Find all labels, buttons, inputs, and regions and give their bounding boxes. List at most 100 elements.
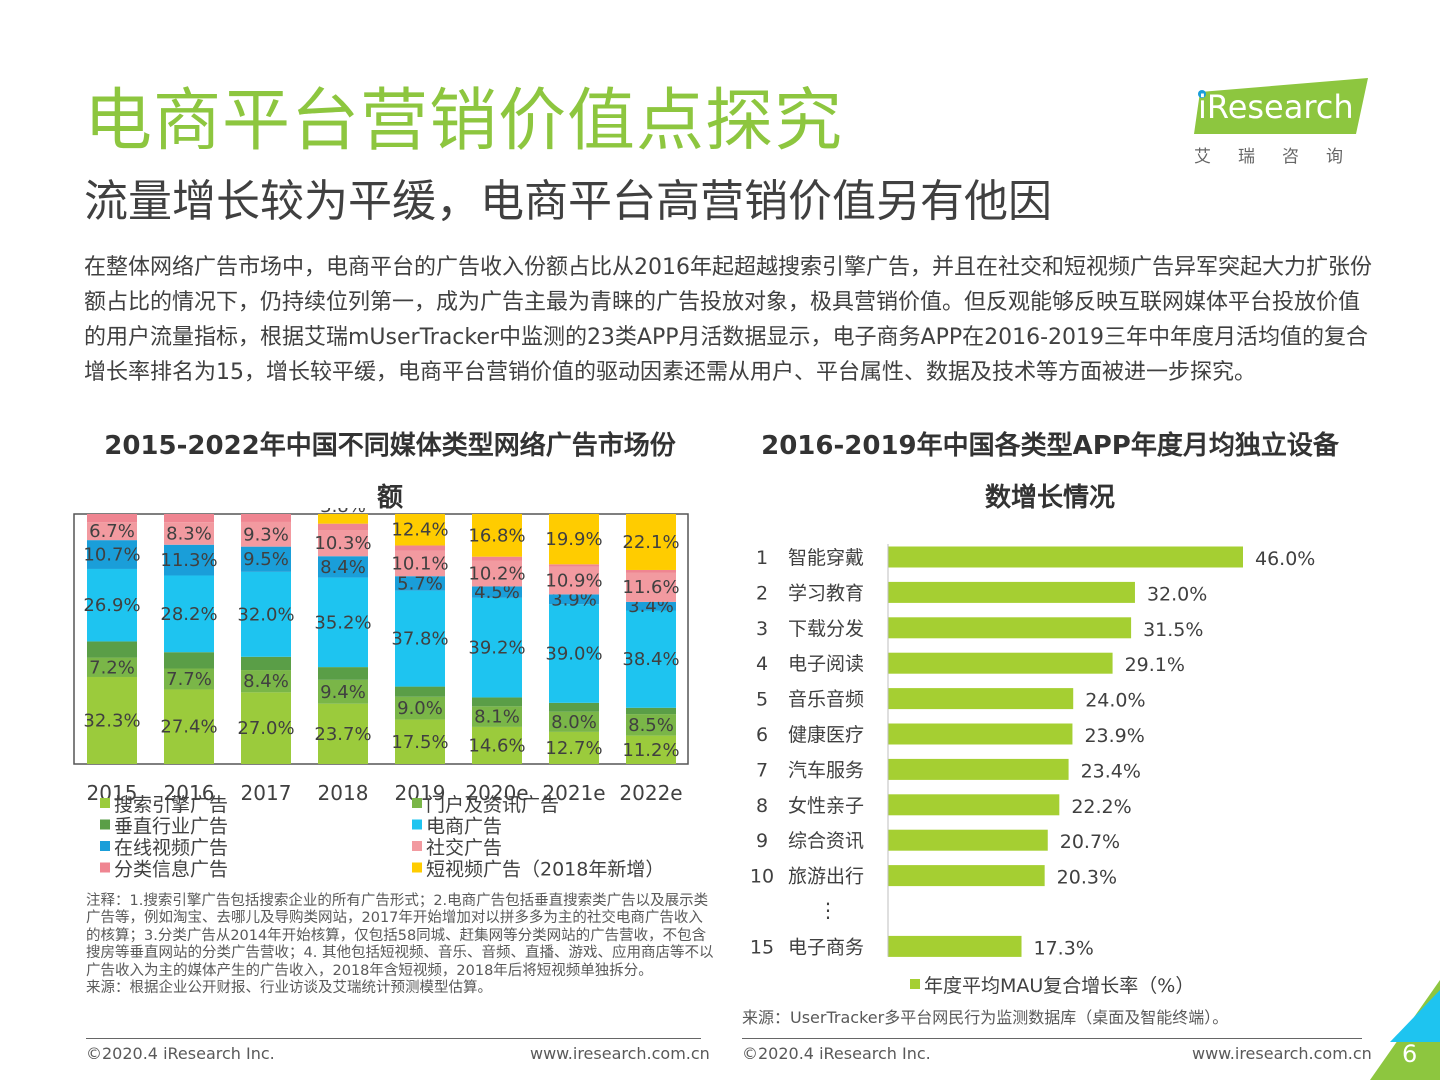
data-label: 11.3% [160,550,217,571]
bar-segment [395,590,445,687]
data-label: 10.9% [545,571,602,592]
data-label: 17.5% [391,732,448,753]
rank-label: 9 [756,830,768,852]
value-label: 17.3% [1034,937,1094,959]
bar-segment [472,706,522,727]
bar-segment [626,714,676,736]
rank-label: 5 [756,689,768,711]
mau-bar [888,617,1132,639]
value-label: 24.0% [1085,690,1145,712]
footer-copyright-left: ©2020.4 iResearch Inc. [86,1044,275,1063]
category-label: 音乐音频 [788,689,864,711]
bar-segment [626,572,676,602]
legend-label: 社交广告 [426,837,502,859]
bar-segment [395,696,445,720]
right-chart-title: 2016-2019年中国各类型APP年度月均独立设备数增长情况 [761,431,1339,513]
bar-segment [395,576,445,591]
value-label: 29.1% [1125,654,1185,676]
data-label: 6.7% [89,521,135,542]
data-label: 28.2% [160,604,217,625]
category-label: 健康医疗 [788,724,864,746]
bar-segment [241,571,291,657]
data-label: 38.4% [622,649,679,670]
data-label: 19.9% [545,529,602,550]
rank-label: 4 [756,653,768,675]
data-label: 8.5% [628,715,674,736]
value-label: 23.4% [1081,760,1141,782]
data-label: 39.2% [468,638,525,659]
bar-segment [318,556,368,578]
data-label: 12.7% [545,738,602,759]
data-label: 9.3% [243,524,289,545]
left-source-text: 来源：根据企业公开财报、行业访谈及艾瑞统计预测模型估算。 [86,980,492,997]
legend-swatch [100,819,110,830]
horizontal-bar-chart: 1 智能穿戴 46.0% 2 学习教育 32.0% 3 下载分发 31.5% 4 电子阅读 29.1%… [750,544,1315,997]
legend-label: 分类信息广告 [114,859,228,881]
data-label: 3.8% [320,508,366,517]
mau-bar [888,758,1069,780]
data-label: 23.7% [314,724,371,745]
legend-swatch [412,862,422,873]
legend-label: 电商广告 [426,816,502,838]
bar-segment [241,692,291,764]
data-label: 3.9% [551,589,597,610]
bar-segment [164,522,214,545]
legend-label: 搜索引擎广告 [114,794,228,816]
legend-swatch [100,841,110,851]
legend-label: 短视频广告（2018年新增） [426,859,664,881]
bar-segment [87,540,137,569]
category-label: 学习教育 [788,582,864,604]
category-label: 下载分发 [788,618,864,640]
data-label: 8.1% [474,707,520,728]
rank-label: 8 [756,795,768,817]
stacked-bar-chart: 32.3% 7.2% 26.9% 10.7% 6.7% 2015 27.4% 7.7% 28.2… [73,508,689,881]
rank-label: 15 [750,936,774,958]
category-label: 电子商务 [788,936,864,958]
bar-segment [395,686,445,697]
mau-bar [888,865,1045,887]
mau-bar [888,688,1074,710]
footer-divider-right [742,1038,1362,1039]
footer-copyright-right: ©2020.4 iResearch Inc. [742,1044,931,1063]
x-tick-label: 2022e [619,781,682,805]
bar-segment [87,514,137,523]
legend-label: 门户及资讯广告 [426,794,559,816]
bar-segment [626,514,676,570]
bar-segment [472,726,522,764]
bar-segment [472,697,522,707]
data-label: 37.8% [391,629,448,650]
value-label: 22.2% [1071,796,1131,818]
bar-segment [472,597,522,698]
footer-url-left: www.iresearch.com.cn [530,1044,710,1063]
bar-segment [626,735,676,764]
intro-paragraph: 在整体网络广告市场中，电商平台的广告收入份额占比从2016年起超越搜索引擎广告，… [84,255,1372,385]
legend-label: 垂直行业广告 [114,816,228,838]
bar-segment [241,521,291,547]
bar-segment [164,544,214,576]
data-label: 10.1% [391,553,448,574]
data-label: 39.0% [545,644,602,665]
bar-segment [164,652,214,669]
legend-swatch [412,798,422,808]
data-label: 32.0% [237,604,294,625]
mau-bar [888,581,1135,603]
data-label: 10.7% [83,545,140,566]
data-label: 11.2% [622,740,679,761]
value-label: 31.5% [1143,619,1203,641]
bar-segment [87,568,137,642]
category-label: 综合资讯 [788,830,864,852]
x-tick-label: 2017 [241,781,292,805]
legend-swatch [100,862,110,873]
category-label: 汽车服务 [788,759,864,781]
bar-segment [549,514,599,565]
bar-segment [626,610,676,708]
bar-segment [549,731,599,764]
bar-segment [87,657,137,677]
rank-label: 2 [756,582,768,604]
data-label: 8.3% [166,523,212,544]
data-label: 9.5% [243,549,289,570]
iresearch-logo: iResearch 艾瑞咨询 [1188,78,1378,168]
mau-bar [888,935,1022,957]
rank-label: 1 [756,547,768,569]
data-label: 10.3% [314,533,371,554]
